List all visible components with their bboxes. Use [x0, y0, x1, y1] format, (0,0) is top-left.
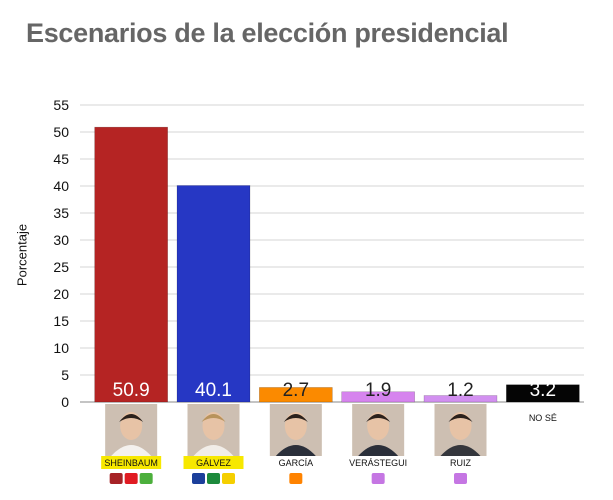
value-label: 2.7: [283, 380, 309, 401]
y-tick-label: 55: [53, 97, 69, 113]
x-tick-label: NO SÉ: [529, 413, 557, 423]
party-logo-verde: [139, 473, 153, 484]
bars: [94, 126, 580, 403]
party-logo-sm: [454, 473, 467, 484]
party-logo-pan: [192, 473, 205, 484]
x-tick-label: GARCÍA: [279, 458, 314, 468]
y-tick-label: 0: [61, 394, 69, 410]
y-tick-label: 35: [53, 205, 69, 221]
candidate-photo: [269, 404, 322, 456]
bar: [506, 384, 580, 403]
party-logo-pt: [124, 473, 138, 484]
y-tick-label: 5: [61, 367, 69, 383]
value-label: 1.9: [365, 380, 391, 401]
value-label: 50.9: [113, 380, 150, 401]
y-tick-label: 15: [53, 313, 69, 329]
x-tick-labels: SHEINBAUM GÁLVEZ GARCÍA VERÁSTEGUI RUIZ NO SÉ: [101, 413, 557, 469]
bar: [176, 185, 251, 403]
party-logo-prd: [222, 473, 235, 484]
y-tick-label: 40: [53, 178, 69, 194]
label-highlight: [183, 456, 244, 469]
party-logo-sm: [371, 473, 385, 484]
y-tick-label: 45: [53, 151, 69, 167]
value-label: 1.2: [447, 380, 473, 401]
candidate-portraits: [105, 404, 487, 456]
candidate-photo: [187, 404, 240, 456]
chart-title: Escenarios de la elección presidencial: [26, 18, 509, 48]
x-tick-label: RUIZ: [450, 458, 471, 468]
candidate-photo: [105, 404, 158, 456]
bar: [341, 391, 415, 403]
y-tick-labels: 0 5 10 15 20 25 30 35 40 45 50 55: [53, 97, 69, 410]
party-logo-pri: [207, 473, 220, 484]
bar: [259, 387, 333, 403]
value-label: 40.1: [195, 380, 232, 401]
party-logo-mc: [289, 473, 303, 484]
party-logo-morena: [109, 473, 123, 484]
candidate-photo: [434, 404, 487, 456]
y-tick-label: 50: [53, 124, 69, 140]
label-highlight: [101, 456, 162, 469]
value-label: 3.2: [530, 380, 556, 401]
x-tick-label: GÁLVEZ: [196, 458, 231, 468]
y-tick-label: 30: [53, 232, 69, 248]
x-tick-label: VERÁSTEGUI: [349, 458, 407, 468]
bar: [94, 126, 168, 403]
value-labels: 50.9 40.1 2.7 1.9 1.2 3.2: [113, 380, 556, 401]
y-tick-label: 10: [53, 340, 69, 356]
bar: [423, 395, 498, 403]
candidate-photo: [352, 404, 405, 456]
x-tick-label: SHEINBAUM: [104, 458, 158, 468]
party-logos: [109, 473, 467, 484]
y-tick-label: 25: [53, 259, 69, 275]
y-tick-label: 20: [53, 286, 69, 302]
